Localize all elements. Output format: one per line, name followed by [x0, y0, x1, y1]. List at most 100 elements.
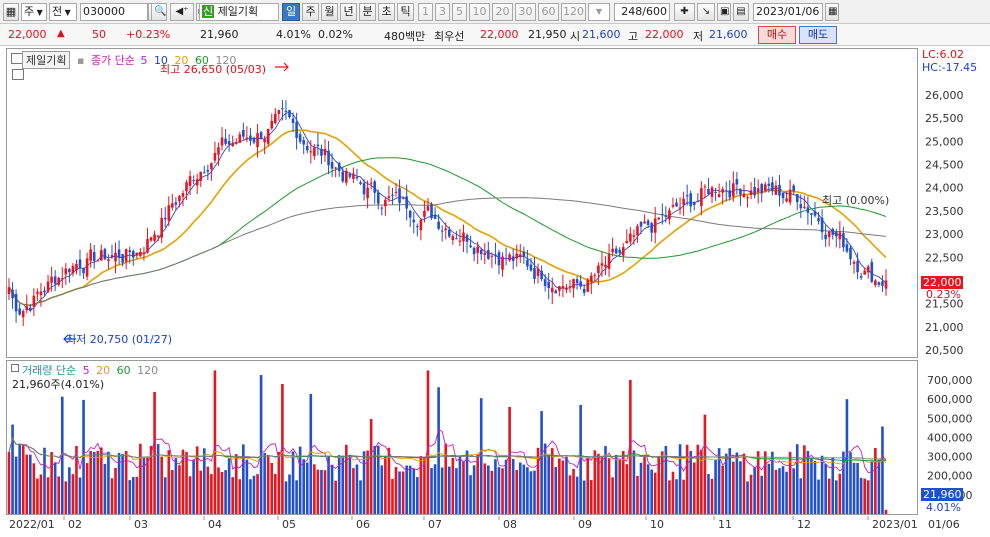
calendar-icon[interactable]: ▦ — [825, 3, 839, 21]
period-week[interactable]: 주 — [302, 3, 319, 21]
candle-body — [589, 275, 593, 283]
volume-bar — [238, 479, 242, 514]
candle-body — [281, 108, 284, 110]
layout-icon[interactable]: ▤ — [733, 3, 749, 21]
candle-body — [7, 287, 11, 295]
table-icon[interactable] — [12, 69, 24, 80]
volume-bar — [763, 451, 767, 514]
period-tick[interactable]: 틱 — [397, 3, 414, 21]
sell-button[interactable]: 매도 — [799, 26, 837, 44]
volume-bar — [852, 462, 856, 514]
candle-body — [714, 191, 717, 193]
ma20-line — [8, 129, 887, 307]
interval-30[interactable]: 30 — [515, 3, 536, 21]
candle-body — [618, 249, 622, 253]
candle-body — [220, 137, 224, 146]
volume-bar — [405, 465, 408, 514]
volume-bar — [266, 454, 270, 514]
candle-body — [188, 176, 192, 186]
volume-bar — [629, 380, 632, 514]
candle-body — [788, 189, 792, 203]
volume-bar — [582, 480, 586, 514]
candle-body — [817, 218, 820, 222]
current-volume-tag: 21,960 — [921, 488, 963, 501]
price-panel[interactable] — [6, 48, 918, 358]
chart-type-select[interactable]: 주 ▼ — [21, 3, 47, 21]
candle-body — [401, 197, 405, 199]
candle-body — [753, 186, 756, 196]
candle-body — [387, 196, 391, 198]
period-year[interactable]: 년 — [340, 3, 357, 21]
draw-tool-icon[interactable]: ↘ — [697, 3, 715, 21]
price-axis-tick: 26,000 — [925, 89, 964, 102]
volume-bar — [206, 466, 210, 514]
interval-1[interactable]: 1 — [418, 3, 433, 21]
volume-panel[interactable] — [6, 360, 918, 515]
volume-bar — [788, 451, 792, 514]
volume-bar — [234, 454, 238, 514]
interval-dropdown-icon[interactable]: ▼ — [588, 3, 610, 21]
interval-5[interactable]: 5 — [452, 3, 467, 21]
market-select[interactable]: 전 ▼ — [49, 3, 77, 21]
candle-body — [756, 188, 760, 193]
volume-bar — [721, 465, 724, 514]
period-month[interactable]: 월 — [321, 3, 338, 21]
candle-body — [852, 261, 856, 264]
x-axis-label: 06 — [356, 518, 370, 531]
volume-bar — [391, 478, 394, 514]
volume-bar — [305, 462, 309, 514]
interval-20[interactable]: 20 — [492, 3, 513, 21]
volume-bar — [458, 455, 462, 514]
candle-body — [295, 122, 298, 138]
candle-body — [202, 172, 206, 174]
candle-body — [359, 182, 362, 184]
crosshair-icon[interactable]: ✚ — [674, 3, 695, 21]
interval-3[interactable]: 3 — [435, 3, 450, 21]
candle-body — [14, 293, 18, 312]
volume-bar — [661, 451, 664, 514]
candle-body — [160, 217, 163, 238]
candle-body — [657, 217, 661, 220]
buy-button[interactable]: 매수 — [758, 26, 796, 44]
candle-body — [334, 167, 337, 169]
period-second[interactable]: 초 — [378, 3, 395, 21]
toolbar: ▦ 주 ▼ 전 ▼ 030000 ▼ 🔍 ◀⁺ ▸ 신 제일기획 일 주 월 년… — [0, 0, 990, 24]
search-icon[interactable]: 🔍 — [151, 3, 167, 21]
volume-bar — [842, 451, 845, 514]
volume-menu-icon[interactable] — [11, 364, 19, 372]
period-tick-label: 틱 — [400, 5, 411, 18]
candle-body — [739, 188, 742, 195]
interval-10[interactable]: 10 — [469, 3, 490, 21]
price-axis-tick: 21,000 — [925, 321, 964, 334]
volume-bar — [817, 479, 820, 514]
candle-body — [245, 137, 249, 140]
period-minute[interactable]: 분 — [359, 3, 376, 21]
save-icon[interactable]: ▣ — [717, 3, 731, 21]
stock-name-field[interactable]: 신 제일기획 — [199, 3, 279, 21]
volume-bar — [352, 468, 355, 514]
speaker-icon[interactable]: ◀⁺ — [170, 3, 194, 21]
volume-bar — [494, 459, 497, 514]
candle-body — [60, 278, 64, 280]
period-day[interactable]: 일 — [282, 3, 300, 21]
candle-body — [735, 179, 739, 185]
grid-menu-icon[interactable]: ▦ — [3, 3, 19, 21]
volume-bar — [543, 443, 547, 514]
volume-bar — [870, 461, 874, 514]
legend-ma10: 10 — [153, 54, 168, 67]
price-legend: 제일기획 ▪ 종가 단순 5 10 20 60 120 — [22, 51, 239, 69]
interval-60[interactable]: 60 — [538, 3, 559, 21]
best-price-label: 최우선 — [434, 30, 465, 43]
best-bid: 21,950 — [528, 28, 567, 41]
candle-body — [767, 183, 771, 186]
candle-body — [490, 255, 494, 257]
candle-body — [710, 187, 714, 197]
candle-body — [309, 151, 313, 153]
date-field[interactable]: 2023/01/06 — [753, 3, 823, 21]
interval-20-label: 20 — [495, 5, 510, 18]
interval-120[interactable]: 120 — [561, 3, 586, 21]
chart-area[interactable]: 26,000 25,500 25,000 24,500 24,000 23,500 23,0… — [0, 46, 990, 537]
code-input[interactable]: 030000 — [80, 3, 148, 21]
volume-bar — [29, 454, 32, 514]
count-field[interactable]: 248/600 — [614, 3, 670, 21]
